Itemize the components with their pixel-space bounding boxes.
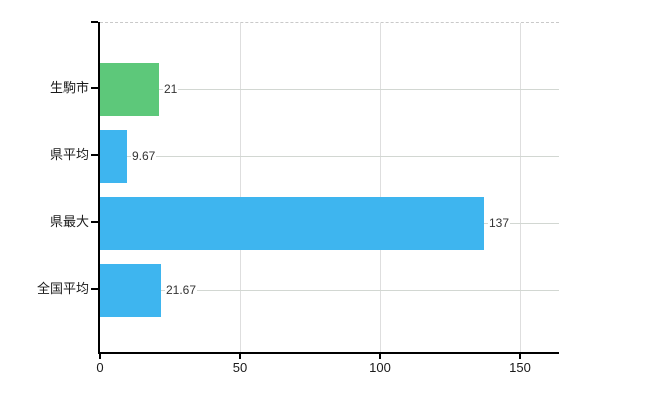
bar-pref-max	[100, 197, 484, 250]
category-label-pref-average: 県平均	[49, 147, 89, 162]
bar-pref-average	[100, 130, 127, 183]
category-label-national-average: 全国平均	[36, 281, 89, 296]
value-label: 21.67	[165, 282, 198, 298]
y-axis-tick	[91, 154, 98, 156]
bar-ikoma-city	[100, 63, 159, 116]
vertical-gridline-50	[240, 23, 241, 353]
x-tick-label: 0	[96, 360, 104, 375]
y-axis-tick	[91, 288, 98, 290]
x-axis-tick	[239, 354, 241, 359]
plot-area: 21 9.67 137 21.67	[100, 22, 559, 353]
x-axis-tick	[519, 354, 521, 359]
vertical-gridline-100	[380, 23, 381, 353]
x-axis-tick	[379, 354, 381, 359]
y-axis-line	[98, 22, 100, 354]
value-label: 21	[163, 81, 179, 97]
y-axis-tick	[91, 21, 98, 23]
bar-national-average	[100, 264, 161, 317]
x-axis-tick	[99, 354, 101, 359]
x-axis-line	[98, 352, 559, 354]
x-tick-label: 150	[509, 360, 531, 375]
vertical-gridline-150	[520, 23, 521, 353]
y-axis-tick	[91, 221, 98, 223]
y-axis-tick	[91, 87, 98, 89]
category-label-ikoma-city: 生駒市	[49, 80, 89, 95]
x-tick-label: 50	[232, 360, 248, 375]
x-tick-label: 100	[369, 360, 391, 375]
category-gridline	[100, 290, 559, 291]
category-gridline	[100, 156, 559, 157]
value-label: 137	[488, 215, 511, 231]
value-label: 9.67	[131, 148, 157, 164]
category-gridline	[100, 89, 559, 90]
category-label-pref-max: 県最大	[49, 214, 89, 229]
